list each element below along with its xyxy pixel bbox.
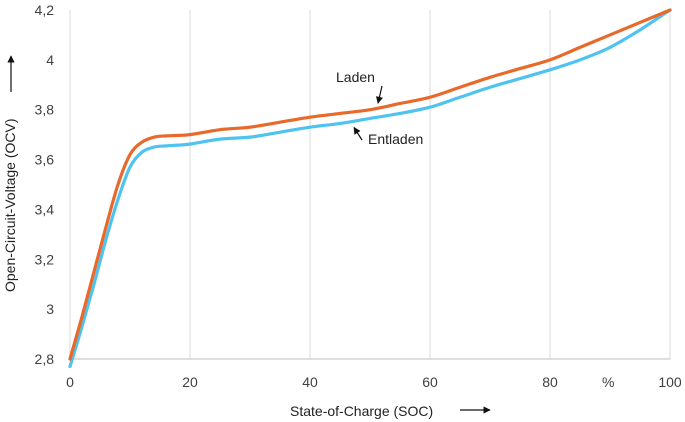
- y-tick-label: 3: [46, 301, 54, 317]
- x-axis-unit-label: %: [602, 374, 614, 390]
- y-tick-label: 3,6: [35, 152, 55, 168]
- x-tick-label: 60: [422, 374, 438, 390]
- x-tick-label: 20: [182, 374, 198, 390]
- annotation-laden-arrow: [375, 85, 383, 104]
- x-tick-label: 0: [66, 374, 74, 390]
- y-tick-label: 4,2: [35, 2, 55, 18]
- y-tick-label: 3,8: [35, 102, 55, 118]
- annotation-laden: Laden: [336, 69, 375, 85]
- y-tick-label: 4: [46, 52, 54, 68]
- series-line-entladen: [68, 8, 672, 369]
- y-tick-label: 2,8: [35, 351, 55, 367]
- x-tick-label: 80: [542, 374, 558, 390]
- axis-arrows: [7, 55, 491, 414]
- x-axis-label: State-of-Charge (SOC): [290, 403, 433, 419]
- y-axis-label: Open-Circuit-Voltage (OCV): [2, 118, 18, 292]
- tick-labels: 0 20 40 60 80 100 2,8 3 3,2 3,4 3,6 3,8 4 4,2: [35, 2, 682, 390]
- annotation-entladen: Entladen: [368, 131, 423, 147]
- annotation-entladen-arrow: [353, 126, 363, 141]
- y-tick-label: 3,4: [35, 201, 55, 217]
- series-lines: [68, 8, 672, 369]
- x-tick-label: 40: [302, 374, 318, 390]
- y-tick-label: 3,2: [35, 251, 55, 267]
- gridlines: [69, 10, 671, 359]
- series-line-laden: [68, 8, 672, 361]
- x-tick-label: 100: [658, 374, 682, 390]
- annotations: Laden Entladen: [336, 69, 423, 147]
